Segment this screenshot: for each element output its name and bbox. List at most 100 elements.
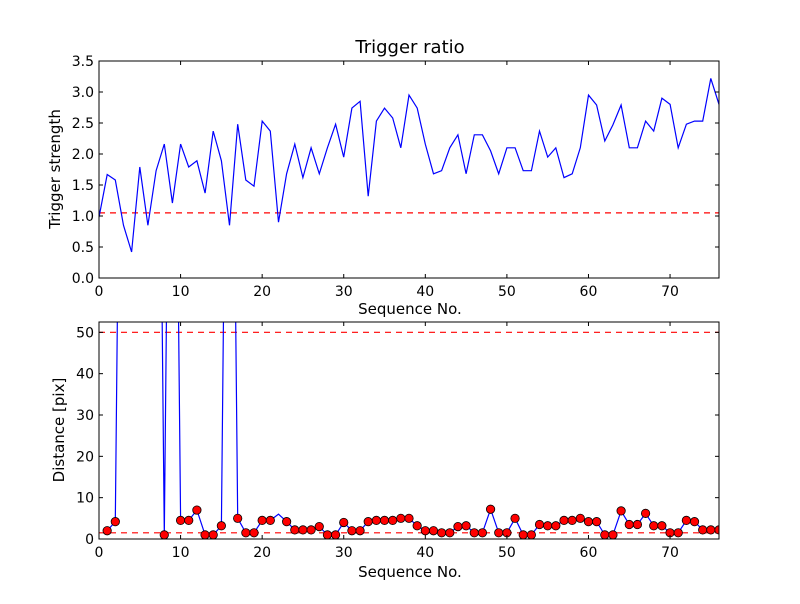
y-tick-label: 0.0 [72,271,94,287]
data-point [673,528,683,538]
data-point [445,528,455,538]
y-tick-label: 1.0 [72,209,94,225]
data-point [624,519,634,530]
data-point [575,513,585,523]
x-tick-label: 0 [95,545,104,561]
data-point [371,515,381,526]
data-point [200,530,210,539]
data-point [216,521,226,531]
data-point [330,530,341,539]
data-point [706,525,716,535]
data-point [469,528,479,538]
data-point [363,517,373,527]
data-point [453,521,463,532]
data-point [543,521,553,531]
y-tick-label: 40 [76,367,94,383]
x-axis-label-top: Sequence No. [358,300,462,318]
data-point [257,515,267,526]
data-point [657,521,667,531]
data-point [192,505,202,515]
data-point [420,526,430,536]
y-axis-label-bottom: Distance [pix] [50,378,68,483]
x-tick-label: 70 [661,284,679,300]
data-point [526,530,536,539]
data-point [485,504,496,514]
x-tick-label: 20 [253,284,271,300]
y-tick-label: 3.0 [72,85,94,101]
y-tick-label: 2.5 [72,116,94,132]
plot-frame [98,321,720,540]
data-point [282,517,292,527]
data-point [265,515,275,526]
x-tick-label: 10 [172,284,190,300]
data-point [583,517,594,527]
x-axis-label-bottom: Sequence No. [358,563,462,581]
data-point [681,515,691,526]
y-tick-label: 50 [76,325,94,341]
y-tick-label: 1.5 [72,178,94,194]
data-point [322,530,333,539]
x-tick-label: 60 [580,545,598,561]
data-point [649,521,659,531]
data-point [551,521,561,531]
x-tick-label: 10 [172,545,190,561]
distance-chart: 0 10 20 30 40 50 60 70 0 10 20 30 40 50 [76,321,720,561]
data-point [567,515,577,526]
data-point [640,508,651,518]
data-point [388,515,398,526]
data-point [233,513,243,523]
data-point [379,515,390,526]
data-point [428,526,439,536]
data-point [306,525,316,535]
data-point [175,515,186,526]
data-point [110,517,120,527]
plot-area [99,78,719,253]
y-tick-label: 30 [76,408,94,424]
data-point [600,530,610,539]
x-tick-label: 20 [253,545,271,561]
data-point [314,521,324,532]
data-point [184,515,194,526]
x-tick-label: 30 [335,284,353,300]
x-tick-label: 0 [95,284,104,300]
data-point [518,530,528,539]
y-axis-label-top: Trigger strength [46,109,64,230]
data-point [347,526,357,536]
x-tick-label: 50 [498,545,516,561]
y-tick-label: 0 [85,532,94,548]
data-point [208,530,218,539]
data-point [437,528,447,538]
plot-frame [98,60,720,279]
y-tick-label: 10 [76,491,94,507]
data-point [102,526,112,536]
trigger-ratio-chart: 0 10 20 30 40 50 60 70 0.0 0.5 1.0 1.5 2.0 2.5 3.0 3.5 [72,54,720,300]
data-point [404,513,414,523]
data-point [339,517,349,528]
chart-title-top: Trigger ratio [354,37,464,58]
data-point [689,517,700,527]
data-point [298,525,308,535]
x-tick-label: 30 [335,545,353,561]
data-point [249,528,259,538]
y-tick-label: 3.5 [72,54,94,70]
data-point [608,530,618,539]
x-tick-label: 60 [580,284,598,300]
data-point [698,525,708,535]
x-tick-label: 50 [498,284,516,300]
data-point [461,521,471,531]
data-point [355,526,365,536]
series-line [99,78,719,253]
x-tick-label: 40 [416,545,434,561]
data-point [616,506,626,516]
data-point [159,530,169,539]
data-point [534,519,545,530]
data-point [559,515,569,526]
data-point [510,513,520,523]
data-point [290,525,300,535]
data-point [396,513,406,523]
data-point [592,517,602,527]
y-tick-label: 2.0 [72,147,94,163]
data-point [632,519,643,530]
